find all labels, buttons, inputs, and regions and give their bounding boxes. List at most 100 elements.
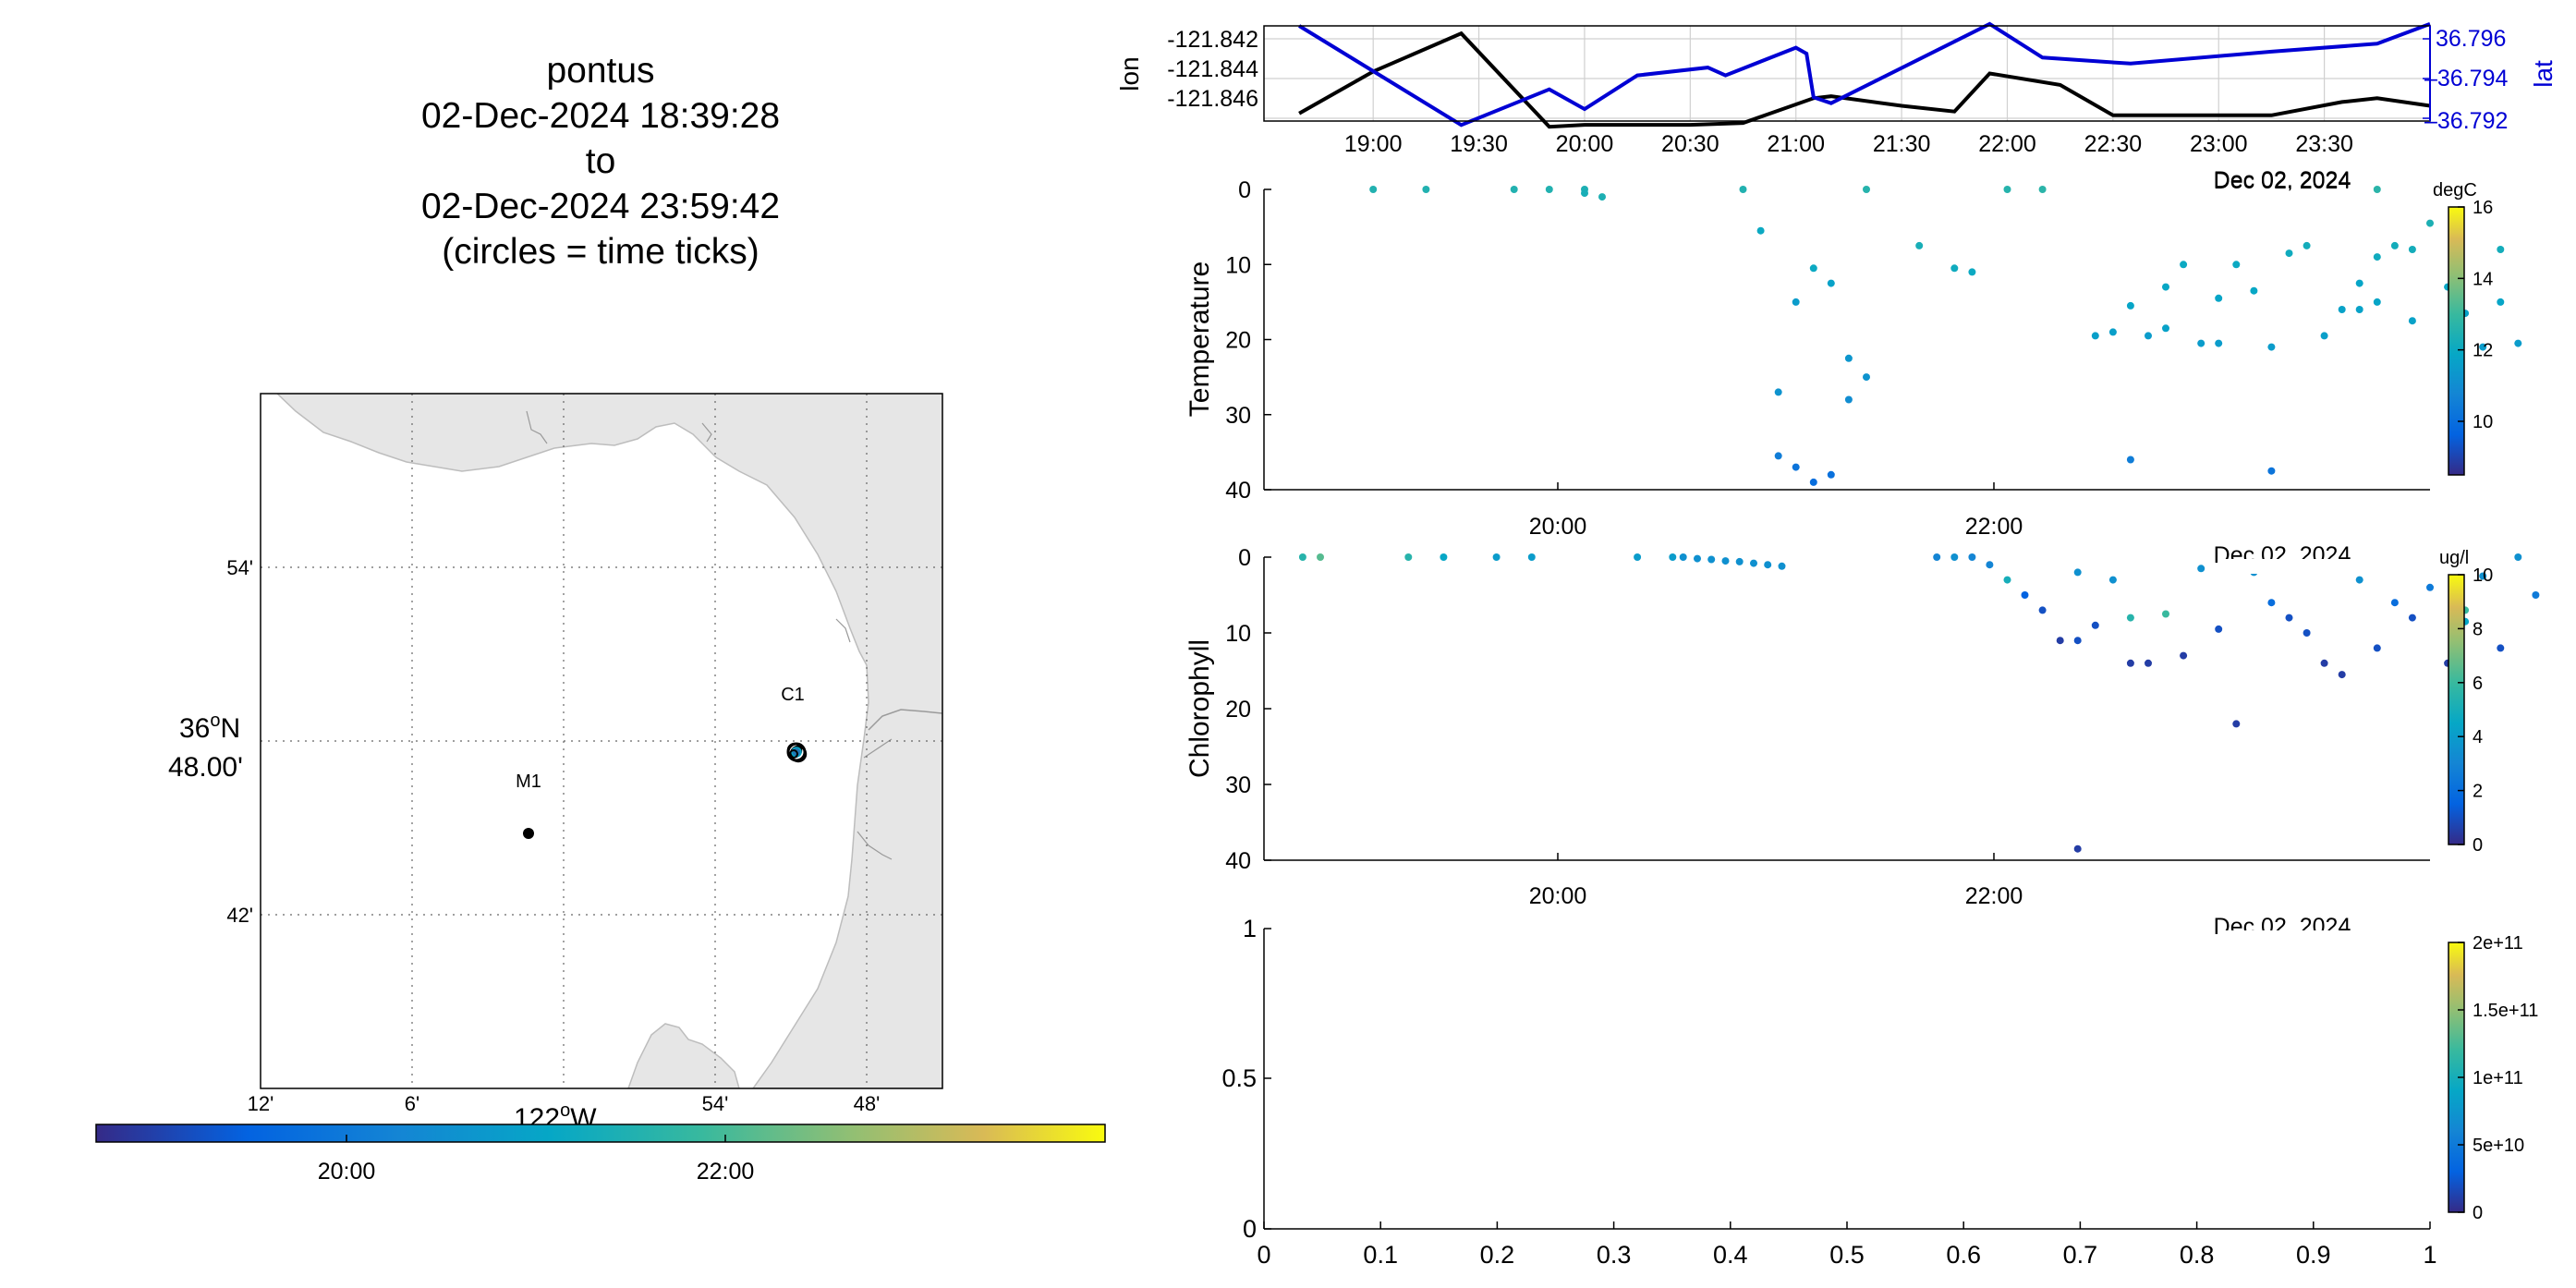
lat-tick-label: 36.796: [2436, 26, 2506, 52]
data-point: [1863, 373, 1870, 382]
colorbar-tick-label: 16: [2473, 198, 2493, 218]
colorbar-tick-label: 4: [2473, 727, 2483, 747]
x-tick-label: 0.8: [2180, 1241, 2215, 1269]
lon-tick-label: -121.846: [1167, 86, 1258, 112]
station-c1: C1: [781, 685, 805, 705]
temperature-points: [1369, 186, 2522, 486]
colorbar-tick-label: 12: [2473, 341, 2493, 361]
empty-x-ticks: 0 0.1 0.2 0.3 0.4 0.5 0.6 0.7 0.8 0.9 1: [1257, 1221, 2437, 1269]
data-point: [2355, 306, 2363, 313]
data-point: [2320, 659, 2328, 667]
y-tick-label: 10: [1225, 621, 1251, 647]
data-point: [2285, 249, 2293, 258]
map-colorbar-tick-22: 22:00: [697, 1159, 755, 1185]
lonlat-x-tick-label: 23:30: [2295, 131, 2353, 157]
empty-panel: Dec 02, 2024 0 0.1 0.2 0.3 0.4 0.5 0.6 0.7 0.8 0.…: [1221, 914, 2538, 1269]
temp-date-label: Dec 02, 2024: [2214, 167, 2351, 193]
data-point: [2532, 591, 2540, 599]
colorbar-tick-label: 8: [2473, 619, 2483, 639]
colorbar-tick-label: 14: [2473, 269, 2493, 289]
data-point: [2038, 606, 2047, 614]
colorbar-tick-label: 6: [2473, 674, 2483, 694]
circles-note: (circles = time ticks): [442, 232, 759, 272]
data-point: [2126, 614, 2134, 622]
colorbar-tick-label: 10: [2473, 412, 2493, 432]
x-tick-label: 0.5: [1829, 1241, 1865, 1269]
chl-x-tick-22: 22:00: [1965, 883, 2023, 909]
start-time: 02-Dec-2024 18:39:28: [420, 96, 781, 136]
data-point: [2285, 614, 2293, 622]
station-m1: M1: [516, 772, 541, 839]
lonlat-left-ticks: -121.842 -121.844 -121.846: [1167, 27, 1258, 112]
data-point: [1750, 559, 1757, 567]
data-point: [2267, 599, 2276, 607]
data-point: [2338, 306, 2346, 313]
data-point: [1440, 553, 1448, 561]
data-point: [2250, 286, 2258, 295]
empty-colorbar: 0 5e+10 1e+11 1.5e+11 2e+11: [2448, 933, 2538, 1223]
map-lat-labels: 54' 42': [226, 556, 253, 927]
data-point: [1933, 553, 1941, 561]
chlorophyll-colorbar: ug/l 0 2 4 6 8 10: [2439, 548, 2493, 856]
data-point: [2479, 343, 2487, 351]
data-point: [2373, 298, 2381, 306]
data-point: [2514, 339, 2522, 347]
data-point: [2479, 572, 2487, 580]
empty-y-tick-1: 1: [1243, 915, 1257, 942]
temperature-x-ticks: 20:00 22:00: [1529, 482, 2023, 540]
station-c1-label: C1: [781, 685, 805, 705]
data-point: [2003, 576, 2011, 584]
glider-track: [786, 742, 808, 763]
data-point: [2497, 644, 2505, 652]
to-label: to: [585, 141, 616, 181]
lon-tick-48: 48': [854, 1092, 881, 1115]
data-point: [1739, 186, 1747, 193]
data-point: [2426, 219, 2434, 227]
lonlat-grid: [1264, 26, 2430, 121]
data-point: [1510, 186, 1518, 193]
figure-title: pontus 02-Dec-2024 18:39:28 to 02-Dec-20…: [333, 48, 869, 274]
y-tick-label: 10: [1225, 252, 1251, 278]
map-lon-labels: 12' 6' 54' 48': [248, 1092, 881, 1115]
chlorophyll-points: [1298, 553, 2540, 853]
data-point: [1492, 553, 1501, 561]
empty-y-tick-0: 0: [1243, 1215, 1257, 1243]
data-point: [1774, 452, 1782, 460]
data-point: [2073, 844, 2082, 853]
x-tick-label: 0.7: [2063, 1241, 2098, 1269]
temperature-y-ticks: 0 10 20 30 40: [1225, 177, 1271, 504]
lat-center-minutes: 48.00': [168, 752, 243, 783]
lonlat-series: [1298, 21, 2431, 129]
data-point: [2267, 467, 2276, 475]
data-point: [1844, 354, 1853, 362]
map-colorbar-tick-20: 20:00: [318, 1159, 376, 1185]
data-point: [2408, 614, 2416, 622]
data-point: [1968, 268, 1976, 276]
data-point: [2162, 324, 2169, 333]
data-point: [2091, 332, 2099, 340]
lonlat-x-tick-label: 21:00: [1767, 131, 1825, 157]
data-point: [1764, 561, 1772, 569]
x-tick-label: 0.4: [1713, 1241, 1748, 1269]
coastline-land: [275, 394, 942, 1088]
lon-tick-54: 54': [702, 1092, 729, 1115]
lon-tick-12: 12': [248, 1092, 274, 1115]
data-point: [2338, 671, 2346, 679]
lonlat-x-tick-label: 19:00: [1344, 131, 1403, 157]
data-point: [2197, 339, 2205, 347]
data-point: [2320, 332, 2328, 340]
data-point: [2373, 186, 2381, 193]
colorbar-tick-label: 1.5e+11: [2473, 1001, 2538, 1021]
data-point: [2426, 583, 2434, 591]
lat-tick-42: 42': [226, 904, 253, 927]
data-point: [1809, 264, 1817, 273]
data-point: [1950, 264, 1959, 273]
data-point: [2390, 599, 2399, 607]
data-point: [2232, 720, 2241, 728]
lat-tick-54: 54': [226, 556, 253, 579]
data-point: [1778, 562, 1786, 570]
chlorophyll-y-ticks: 0 10 20 30 40: [1225, 545, 1271, 874]
data-point: [2162, 610, 2169, 618]
